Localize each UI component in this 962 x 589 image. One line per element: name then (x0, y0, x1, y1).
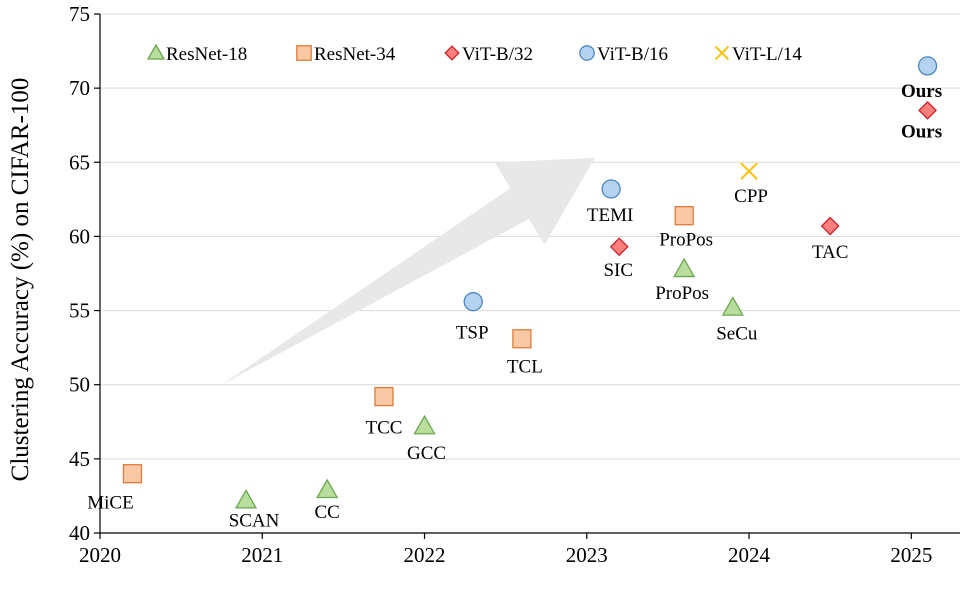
y-tick-label-65: 65 (69, 150, 90, 174)
legend-marker-vit-b-32 (444, 45, 460, 61)
legend-item-resnet-34: ResNet-34 (296, 44, 396, 65)
legend-label-vit-b-32: ViT-B/32 (462, 44, 533, 65)
x-tick-label-2022: 2022 (404, 543, 446, 567)
y-tick-label-55: 55 (69, 299, 90, 323)
series-resnet-34 (122, 206, 694, 484)
label-resnet-18-gcc: GCC (407, 443, 446, 464)
trend-arrow-shape (221, 157, 595, 385)
point-vit-b-16-tsp (463, 292, 483, 312)
series-vit-b-32 (609, 100, 937, 257)
x-tick-label-2020: 2020 (79, 543, 121, 567)
label-vit-b-16-temi: TEMI (587, 205, 633, 226)
point-resnet-18-cc (316, 478, 339, 499)
point-resnet-34-tcl (512, 329, 532, 349)
label-resnet-18-scan: SCAN (229, 510, 280, 531)
label-resnet-34-propos: ProPos (659, 230, 713, 251)
label-resnet-34-tcl: TCL (507, 357, 543, 378)
legend-marker-resnet-18 (146, 43, 166, 60)
point-resnet-18-gcc (413, 414, 436, 435)
label-vit-b-32-ours: Ours (901, 121, 942, 142)
point-vit-b-16-temi (601, 179, 621, 199)
label-resnet-18-secu: SeCu (716, 324, 758, 345)
x-tick-label-2021: 2021 (241, 543, 283, 567)
label-vit-b-16-ours: Ours (901, 81, 942, 102)
legend-label-resnet-18: ResNet-18 (166, 44, 247, 65)
x-tick-label-2024: 2024 (728, 543, 771, 567)
x-tick-label-2023: 2023 (566, 543, 608, 567)
point-vit-b-32-tac (820, 216, 840, 236)
grid (100, 13, 960, 460)
legend-item-vit-b-32: ViT-B/32 (444, 44, 533, 65)
point-vit-l-14-cpp (740, 162, 758, 180)
y-tick-label-50: 50 (69, 373, 90, 397)
label-vit-b-32-sic: SIC (603, 260, 633, 281)
legend-item-vit-b-16: ViT-B/16 (579, 44, 668, 65)
point-resnet-34-mice (122, 464, 143, 484)
legend-marker-vit-b-16 (579, 45, 595, 61)
legend-item-vit-l-14: ViT-L/14 (714, 44, 802, 65)
label-vit-b-16-tsp: TSP (456, 323, 489, 344)
point-resnet-18-propos (673, 257, 696, 278)
legend: ResNet-18 ResNet-34 ViT-B/32 ViT-B/16 ViT-L/… (146, 43, 802, 65)
label-resnet-18-propos: ProPos (655, 283, 709, 304)
label-resnet-18-cc: CC (314, 502, 339, 523)
legend-marker-vit-l-14 (714, 45, 730, 61)
series-vit-l-14 (740, 162, 758, 180)
label-resnet-34-mice: MiCE (87, 493, 133, 514)
point-resnet-34-propos (674, 206, 694, 226)
point-vit-b-32-ours (918, 100, 937, 120)
x-tick-label-2025: 2025 (890, 543, 932, 567)
legend-marker-resnet-34 (296, 45, 312, 61)
axes: 2020 2021 2022 2023 2024 2025 40 45 50 55 60 65 70 75… (7, 2, 960, 567)
legend-label-vit-l-14: ViT-L/14 (732, 44, 802, 65)
point-resnet-18-scan (234, 489, 258, 509)
y-tick-label-60: 60 (69, 224, 90, 248)
data-points (122, 56, 938, 509)
label-vit-l-14-cpp: CPP (734, 186, 768, 207)
point-vit-b-16-ours (917, 56, 938, 76)
legend-label-vit-b-16: ViT-B/16 (597, 44, 668, 65)
point-resnet-18-secu (721, 296, 744, 316)
series-vit-b-16 (463, 56, 938, 312)
y-tick-label-40: 40 (69, 521, 90, 545)
legend-label-resnet-34: ResNet-34 (314, 44, 396, 65)
y-axis-title: Clustering Accuracy (%) on CIFAR-100 (7, 78, 34, 482)
y-tick-label-45: 45 (69, 447, 90, 471)
legend-item-resnet-18: ResNet-18 (146, 43, 247, 65)
label-vit-b-32-tac: TAC (812, 242, 848, 263)
series-resnet-18 (234, 257, 744, 509)
y-tick-label-70: 70 (69, 76, 90, 100)
trend-arrow (221, 157, 595, 385)
point-labels: SCAN CC GCC ProPos SeCu MiCE TCC TCL ProPos SIC TA… (87, 81, 942, 531)
label-resnet-34-tcc: TCC (365, 418, 402, 439)
point-vit-b-32-sic (609, 237, 629, 257)
point-resnet-34-tcc (374, 386, 394, 407)
y-tick-label-75: 75 (69, 2, 90, 26)
